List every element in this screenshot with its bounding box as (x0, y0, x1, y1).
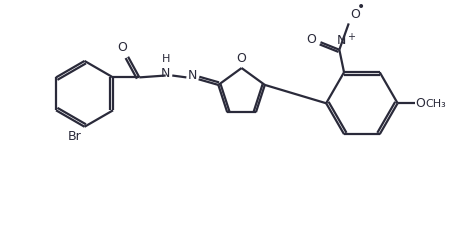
Text: N: N (337, 34, 346, 47)
Text: O: O (237, 52, 247, 65)
Text: O: O (416, 97, 425, 110)
Text: O: O (306, 33, 316, 46)
Text: N: N (187, 69, 197, 82)
Text: O: O (118, 41, 128, 54)
Text: H: H (161, 54, 170, 64)
Text: •: • (357, 0, 365, 14)
Text: +: + (347, 32, 355, 42)
Text: O: O (351, 8, 361, 21)
Text: Br: Br (68, 130, 82, 143)
Text: CH₃: CH₃ (425, 99, 446, 109)
Text: N: N (161, 67, 170, 80)
